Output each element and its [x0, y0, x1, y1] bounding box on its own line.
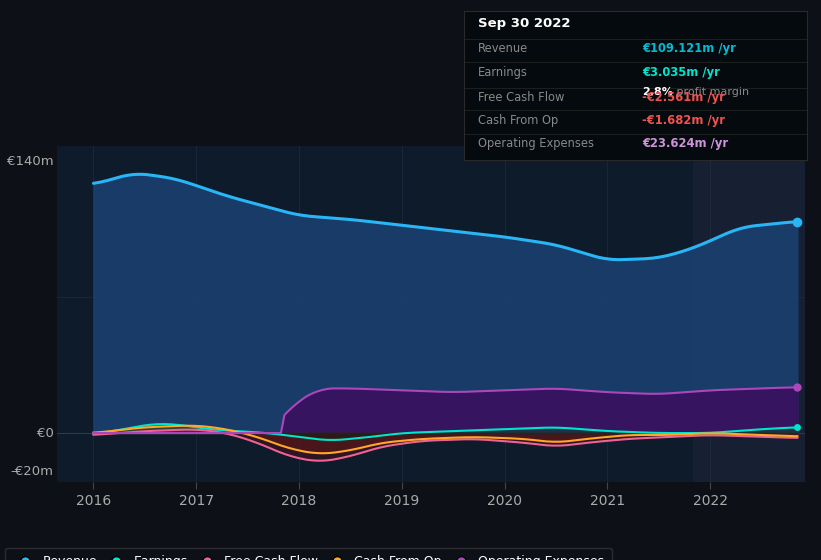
Text: Free Cash Flow: Free Cash Flow	[478, 91, 564, 104]
Text: €140m: €140m	[7, 155, 53, 167]
Legend: Revenue, Earnings, Free Cash Flow, Cash From Op, Operating Expenses: Revenue, Earnings, Free Cash Flow, Cash …	[5, 548, 612, 560]
Text: Revenue: Revenue	[478, 43, 528, 55]
Text: Operating Expenses: Operating Expenses	[478, 137, 594, 150]
Text: -€1.682m /yr: -€1.682m /yr	[642, 114, 725, 127]
Text: €3.035m /yr: €3.035m /yr	[642, 66, 720, 79]
Text: €23.624m /yr: €23.624m /yr	[642, 137, 728, 150]
Text: profit margin: profit margin	[673, 87, 750, 97]
Text: 2.8%: 2.8%	[642, 87, 673, 97]
Text: -€20m: -€20m	[11, 465, 53, 478]
Text: €109.121m /yr: €109.121m /yr	[642, 43, 736, 55]
Text: -€2.561m /yr: -€2.561m /yr	[642, 91, 725, 104]
Text: Cash From Op: Cash From Op	[478, 114, 557, 127]
Text: Sep 30 2022: Sep 30 2022	[478, 17, 570, 30]
Text: Earnings: Earnings	[478, 66, 527, 79]
Bar	[693, 146, 805, 482]
Text: €0: €0	[37, 427, 53, 440]
